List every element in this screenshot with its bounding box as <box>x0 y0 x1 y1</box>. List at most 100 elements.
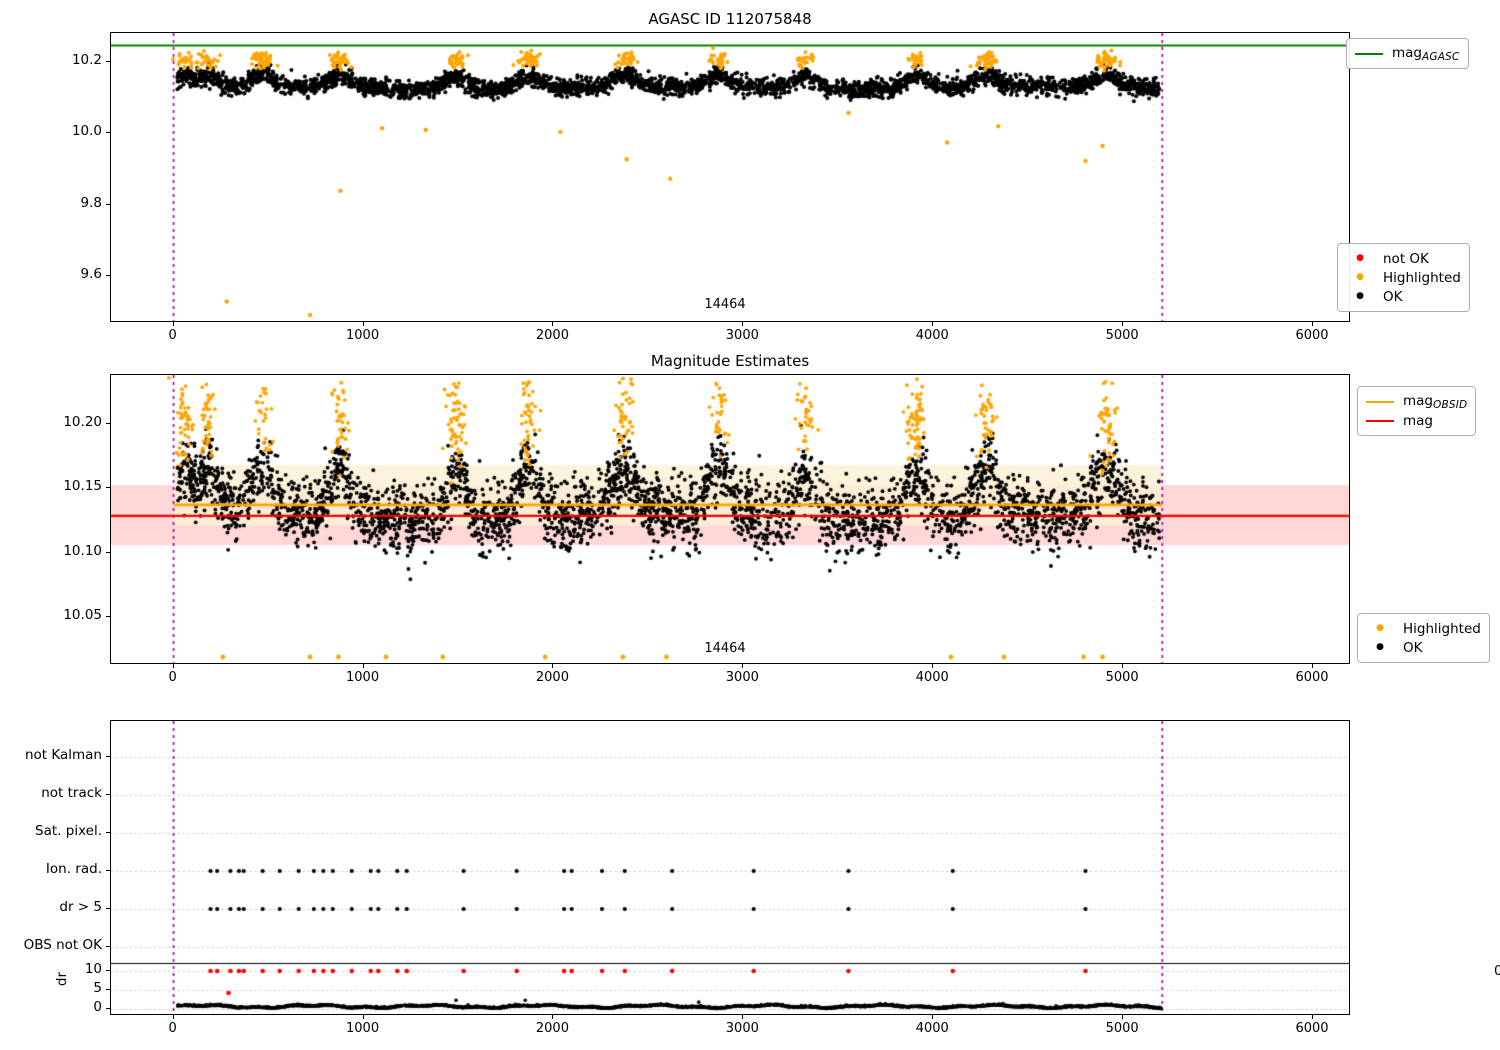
legend-label-not-ok: not OK <box>1383 250 1429 267</box>
red-line-icon <box>1366 419 1394 422</box>
xtick-label: 3000 <box>725 1021 759 1036</box>
orange-dot-icon: ● <box>1356 272 1364 282</box>
ytick-mark <box>106 422 110 424</box>
xtick-label: 2000 <box>535 1021 569 1036</box>
xtick-label: 5000 <box>1105 670 1139 685</box>
ytick-mark <box>106 946 110 947</box>
legend-entry-highlighted: ● Highlighted <box>1366 619 1481 638</box>
xtick-label: 6000 <box>1295 328 1329 343</box>
xtick-label: 2000 <box>535 328 569 343</box>
ytick-mark <box>106 487 110 489</box>
panel3-right-clipped-tick: 0 <box>1494 963 1500 979</box>
xtick-mark <box>1312 322 1314 326</box>
ytick-label: 9.6 <box>80 266 102 283</box>
ytick-label: 10.15 <box>63 478 102 495</box>
legend-label-mag: mag <box>1403 412 1433 429</box>
xtick-label: 4000 <box>915 328 949 343</box>
legend-entry-mag-agasc: magAGASC <box>1355 44 1460 63</box>
ytick-mark <box>106 908 110 909</box>
orange-line-icon <box>1366 400 1394 403</box>
ytick-label: 10.0 <box>71 123 102 140</box>
legend-label-ok: OK <box>1403 639 1423 656</box>
xtick-mark <box>172 322 174 326</box>
legend-label-highlighted: Highlighted <box>1403 620 1481 637</box>
xtick-label: 0 <box>168 328 177 343</box>
xtick-mark <box>552 322 554 326</box>
legend-entry-mag-obsid: magOBSID <box>1366 392 1467 411</box>
ytick-mark <box>106 275 110 277</box>
legend-entry-mag: mag <box>1366 411 1467 430</box>
panel2-obsid-annotation: 14464 <box>704 641 746 656</box>
xtick-mark <box>1312 1015 1314 1019</box>
ytick-mark <box>106 616 110 618</box>
ytick-mark <box>106 970 110 971</box>
flag-row-label: 5 <box>93 980 102 996</box>
flag-row-label: OBS not OK <box>23 937 102 953</box>
xtick-label: 4000 <box>915 1021 949 1036</box>
xtick-mark <box>362 1015 364 1019</box>
ytick-label: 10.2 <box>71 51 102 68</box>
xtick-label: 0 <box>168 1021 177 1036</box>
ytick-label: 9.8 <box>80 194 102 211</box>
xtick-label: 4000 <box>915 670 949 685</box>
ytick-mark <box>106 132 110 134</box>
xtick-label: 3000 <box>725 328 759 343</box>
xtick-mark <box>932 322 934 326</box>
legend-entry-highlighted: ● Highlighted <box>1346 268 1461 287</box>
ytick-label: 10.10 <box>63 542 102 559</box>
xtick-mark <box>1122 322 1124 326</box>
xtick-label: 5000 <box>1105 328 1139 343</box>
green-line-icon <box>1355 52 1383 55</box>
legend-label-mag-obsid: magOBSID <box>1403 392 1468 411</box>
ytick-mark <box>106 794 110 795</box>
panel1-mag-agasc-legend[interactable]: magAGASC <box>1346 38 1469 69</box>
panel2-mag-lines-legend[interactable]: magOBSID mag <box>1357 386 1477 436</box>
ytick-label: 10.05 <box>63 607 102 624</box>
xtick-mark <box>1122 1015 1124 1019</box>
xtick-mark <box>742 322 744 326</box>
red-dot-icon: ● <box>1356 253 1364 263</box>
xtick-mark <box>742 1015 744 1019</box>
ytick-mark <box>106 989 110 990</box>
panel1-status-legend[interactable]: ● not OK ● Highlighted ● OK <box>1337 243 1470 312</box>
panel1-title: AGASC ID 112075848 <box>648 10 812 28</box>
xtick-label: 6000 <box>1295 670 1329 685</box>
xtick-label: 2000 <box>535 670 569 685</box>
xtick-mark <box>1312 664 1314 668</box>
xtick-mark <box>172 1015 174 1019</box>
xtick-mark <box>362 322 364 326</box>
xtick-mark <box>1122 664 1124 668</box>
xtick-mark <box>932 664 934 668</box>
ytick-mark <box>106 1008 110 1009</box>
xtick-mark <box>742 664 744 668</box>
black-dot-icon: ● <box>1356 291 1364 301</box>
panel2-status-legend[interactable]: ● Highlighted ● OK <box>1357 613 1490 663</box>
panel3-dr-axis-label: dr <box>54 971 70 987</box>
black-dot-icon: ● <box>1376 642 1384 652</box>
legend-label-ok: OK <box>1383 288 1403 305</box>
xtick-label: 0 <box>168 670 177 685</box>
flag-row-label: 0 <box>93 999 102 1015</box>
orange-dot-icon: ● <box>1376 623 1384 633</box>
xtick-label: 1000 <box>346 670 380 685</box>
xtick-mark <box>552 664 554 668</box>
xtick-label: 3000 <box>725 670 759 685</box>
legend-entry-not-ok: ● not OK <box>1346 249 1461 268</box>
flag-row-label: not track <box>41 785 102 801</box>
xtick-mark <box>932 1015 934 1019</box>
xtick-mark <box>552 1015 554 1019</box>
flag-row-label: not Kalman <box>24 747 102 763</box>
xtick-mark <box>362 664 364 668</box>
ytick-mark <box>106 203 110 205</box>
panel2-title: Magnitude Estimates <box>650 352 810 370</box>
ytick-mark <box>106 60 110 62</box>
xtick-label: 1000 <box>346 1021 380 1036</box>
legend-entry-ok: ● OK <box>1366 638 1481 657</box>
panel2-axes <box>110 374 1350 664</box>
legend-label-highlighted: Highlighted <box>1383 269 1461 286</box>
panel1-obsid-annotation: 14464 <box>704 297 746 312</box>
xtick-label: 1000 <box>346 328 380 343</box>
flag-row-label: dr > 5 <box>59 899 102 915</box>
flag-row-label: 10 <box>84 961 102 977</box>
